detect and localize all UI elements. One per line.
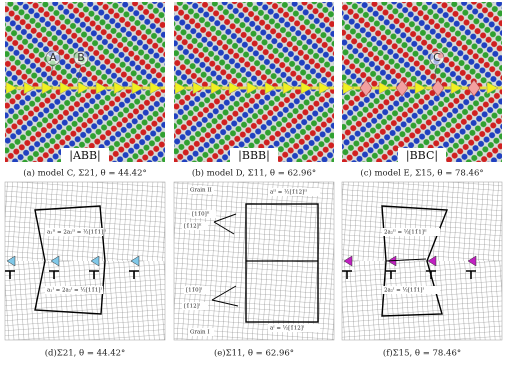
vector-label: [11̄0]ᴵ <box>186 287 203 294</box>
sequence-label: |ABB| <box>69 149 101 163</box>
caption: (e)Σ11, θ = 62.96° <box>214 348 294 359</box>
vector-label: [1̄12]ᴵ <box>184 303 201 310</box>
caption: (a) model C, Σ21, θ = 44.42° <box>23 168 147 179</box>
caption: (d)Σ21, θ = 44.42° <box>45 348 126 359</box>
vector-label: 2a₂ᴵᴵ = ½[11̄1]ᴵᴵ <box>384 229 427 236</box>
grid-upper <box>342 182 502 261</box>
vector-label: Grain II <box>190 188 212 194</box>
atom-panel: |BBC| C (c) model E, Σ15, θ = 78.46° <box>342 2 502 179</box>
sequence-label: |BBC| <box>406 149 438 163</box>
lattice-panel: a₁ᴵᴵ = 2a₂ᴵᴵ = ½[11̄1]ᴵᴵ a₁ᴵ = 2a₂ᴵ = ½[1… <box>5 182 165 359</box>
top-row: |ABB| A B (a) model C, Σ21, θ = 44.42° |BBB|… <box>5 2 502 179</box>
lattice-panel: Grain II Grain I [11̄0]ᴵᴵ [1̄12]ᴵᴵ [11̄0]ᴵ [1… <box>174 182 334 359</box>
sequence-label: |BBB| <box>238 149 270 163</box>
figure: |ABB| A B (a) model C, Σ21, θ = 44.42° |BBB|… <box>0 0 507 365</box>
lattice-panel: 2a₂ᴵᴵ = ½[11̄1]ᴵᴵ 2a₂ᴵ = ½[11̄1]ᴵ (f)Σ15, … <box>342 182 502 359</box>
grain-upper <box>342 2 502 88</box>
vector-label: a₁ᴵ = 2a₂ᴵ = ½[11̄1]ᴵ <box>47 287 103 294</box>
grid-upper <box>5 182 165 261</box>
vector-label: [1̄12]ᴵᴵ <box>184 223 202 230</box>
vector-label: 2a₂ᴵ = ½[11̄1]ᴵ <box>384 287 425 294</box>
caption: (f)Σ15, θ = 78.46° <box>383 348 461 359</box>
grain-upper <box>5 2 165 88</box>
vector-label: Grain I <box>190 330 210 336</box>
vector-label: [11̄0]ᴵᴵ <box>192 211 210 218</box>
atom-panel: |BBB| (b) model D, Σ11, θ = 62.96° <box>174 2 334 179</box>
grain-upper <box>174 2 334 88</box>
atom-label: B <box>77 51 85 64</box>
grid-lower <box>342 261 502 340</box>
atom-label: A <box>49 51 57 64</box>
vector-label: aᴵᴵ = ½[1̄12]ᴵᴵ <box>270 189 308 196</box>
caption: (b) model D, Σ11, θ = 62.96° <box>192 168 316 179</box>
vector-label: aᴵ = ½[1̄12]ᴵ <box>270 325 305 332</box>
atom-panel: |ABB| A B (a) model C, Σ21, θ = 44.42° <box>5 2 165 179</box>
bottom-row: a₁ᴵᴵ = 2a₂ᴵᴵ = ½[11̄1]ᴵᴵ a₁ᴵ = 2a₂ᴵ = ½[1… <box>5 182 502 359</box>
atom-label: C <box>433 51 441 64</box>
caption: (c) model E, Σ15, θ = 78.46° <box>360 168 483 179</box>
grid-lower <box>5 261 165 340</box>
vector-label: a₁ᴵᴵ = 2a₂ᴵᴵ = ½[11̄1]ᴵᴵ <box>47 229 107 236</box>
